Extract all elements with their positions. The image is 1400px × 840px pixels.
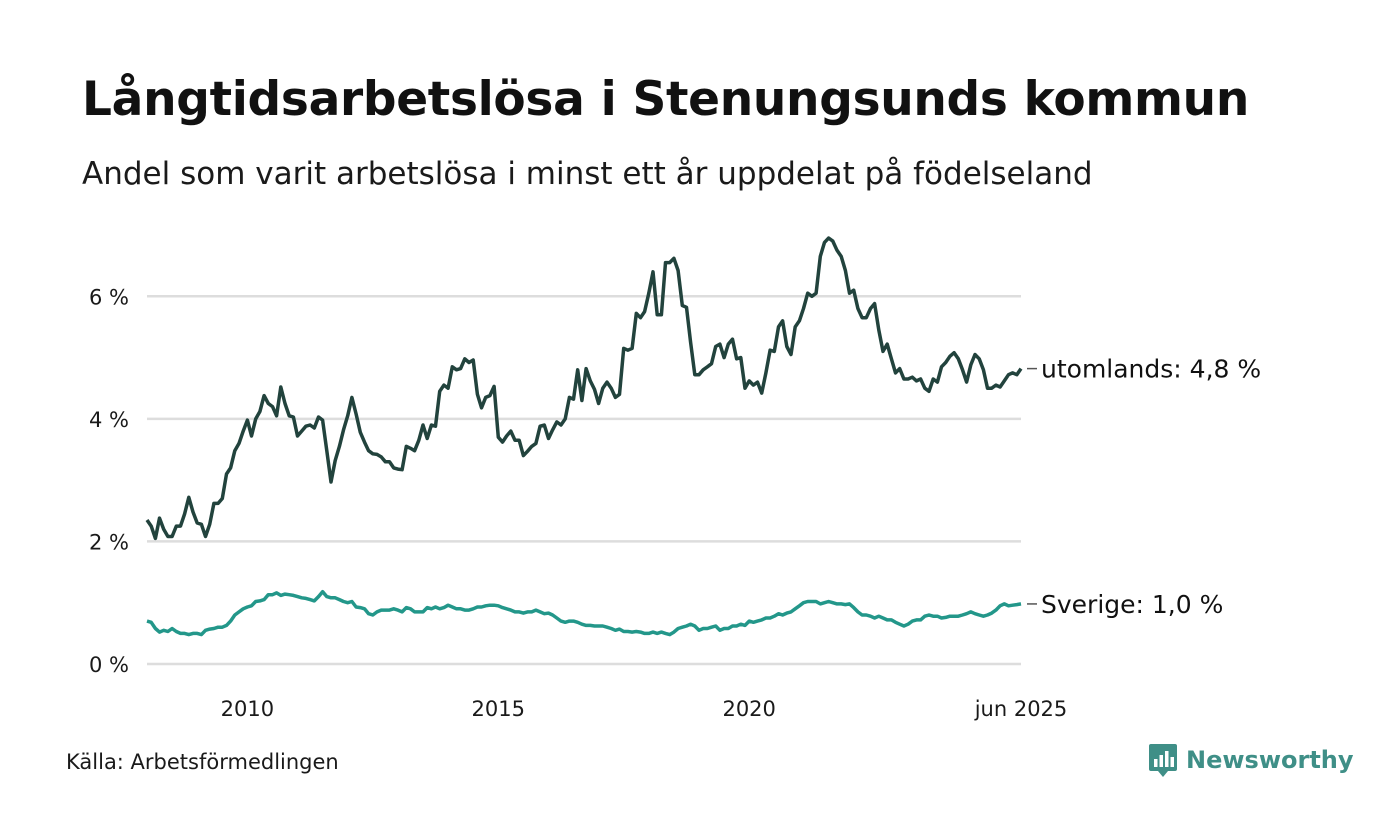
brand-logo: Newsworthy: [1148, 742, 1354, 778]
x-tick-label: 2020: [722, 697, 775, 721]
chart-title: Långtidsarbetslösa i Stenungsunds kommun: [82, 72, 1249, 127]
x-tick-label: 2010: [221, 697, 274, 721]
y-axis-ticks: 0 % 2 % 4 % 6 %: [89, 285, 129, 677]
x-tick-label: jun 2025: [974, 697, 1068, 721]
series-lines: [145, 236, 1023, 637]
y-tick-label: 6 %: [89, 285, 129, 309]
end-labels: utomlands: 4,8 % Sverige: 1,0 %: [1027, 355, 1261, 619]
newsworthy-logo-icon: [1149, 744, 1177, 777]
chart-subtitle: Andel som varit arbetslösa i minst ett å…: [82, 156, 1093, 192]
x-tick-label: 2015: [472, 697, 525, 721]
y-tick-label: 4 %: [89, 408, 129, 432]
y-tick-label: 2 %: [89, 530, 129, 554]
end-label-utomlands: utomlands: 4,8 %: [1041, 355, 1261, 384]
series-line-sverige: [146, 589, 1022, 637]
series-line-utomlands: [145, 236, 1023, 541]
gridlines: [147, 295, 1021, 666]
end-label-sverige: Sverige: 1,0 %: [1041, 590, 1223, 619]
x-axis-ticks: 2010 2015 2020 jun 2025: [221, 697, 1068, 721]
y-tick-label: 0 %: [89, 653, 129, 677]
source-note: Källa: Arbetsförmedlingen: [66, 750, 339, 774]
brand-name: Newsworthy: [1186, 746, 1354, 774]
